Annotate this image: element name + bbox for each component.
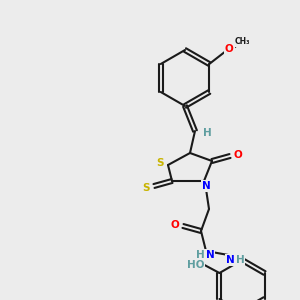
- Text: N: N: [202, 181, 210, 191]
- Text: H: H: [202, 128, 211, 138]
- Text: N: N: [226, 255, 234, 265]
- Text: O: O: [171, 220, 179, 230]
- Text: H: H: [236, 255, 244, 265]
- Text: S: S: [142, 183, 150, 193]
- Text: HO: HO: [187, 260, 204, 270]
- Text: H: H: [196, 250, 204, 260]
- Text: O: O: [234, 150, 242, 160]
- Text: N: N: [206, 250, 214, 260]
- Text: CH₃: CH₃: [235, 38, 250, 46]
- Text: S: S: [156, 158, 164, 168]
- Text: O: O: [225, 44, 234, 54]
